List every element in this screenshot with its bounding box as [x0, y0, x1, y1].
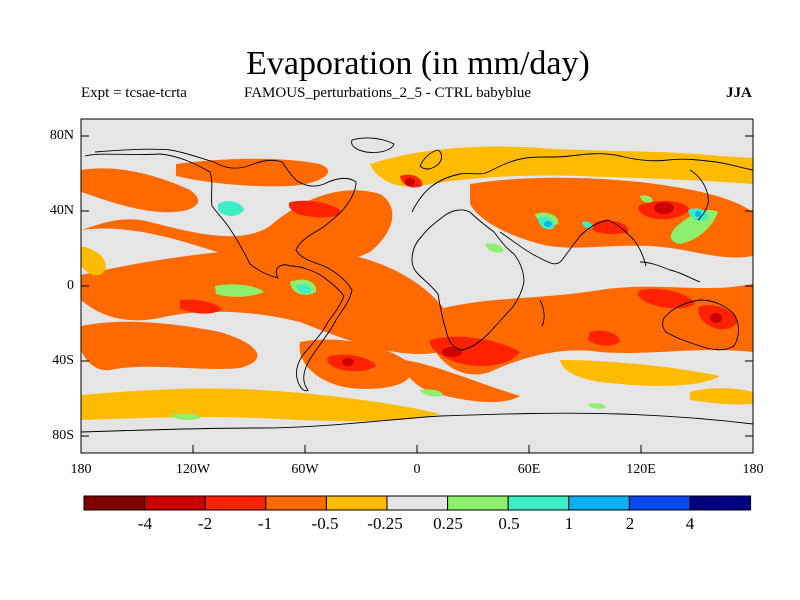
colorbar-swatch [689, 495, 752, 511]
colorbar-swatch [568, 495, 630, 511]
x-axis-ticks [80, 445, 754, 453]
colorbar-swatch [83, 495, 146, 511]
blue-spots [544, 211, 701, 227]
coastlines [81, 137, 753, 433]
colorbar-label: 0.25 [433, 514, 463, 533]
dark-red-spots [342, 178, 722, 366]
colorbar-swatch [265, 495, 327, 511]
colorbar-label: 0.5 [498, 514, 520, 533]
experiment-description: FAMOUS_perturbations_2_5 - CTRL babyblue [244, 85, 532, 101]
season-label: JJA [726, 85, 752, 101]
colorbar-label: 4 [685, 514, 695, 533]
x-tick-label: 60W [291, 462, 319, 477]
colorbar-swatch [507, 495, 570, 511]
colorbar-label: -0.5 [311, 514, 339, 533]
colorbar-label: -0.25 [367, 514, 403, 533]
y-tick-label: 0 [67, 278, 74, 293]
x-tick-label: 60E [517, 462, 541, 477]
colorbar-swatch [325, 495, 388, 511]
y-tick-label: 80S [52, 428, 74, 443]
colorbar-label: -2 [197, 514, 213, 533]
colorbar-swatch [204, 495, 267, 511]
chart-title: Evaporation (in mm/day) [246, 45, 590, 82]
colorbar-label: -1 [257, 514, 273, 533]
colorbar [83, 495, 752, 511]
y-tick-label: 40S [52, 353, 74, 368]
x-tick-label: 0 [413, 462, 421, 477]
colorbar-label: 1 [564, 514, 574, 533]
x-tick-label: 120W [175, 462, 211, 477]
colorbar-swatch [447, 495, 509, 511]
colorbar-swatch [628, 495, 691, 511]
experiment-label: Expt = tcsae-tcrta [81, 85, 187, 101]
y-tick-label: 40N [49, 203, 74, 218]
colorbar-label: 2 [625, 514, 635, 533]
y-tick-label: 80N [49, 128, 74, 143]
yellow-fields [81, 146, 753, 422]
colorbar-label: -4 [137, 514, 153, 533]
y-axis-ticks [81, 135, 753, 437]
x-tick-label: 180 [70, 462, 92, 477]
x-tick-label: 180 [742, 462, 764, 477]
x-tick-label: 120E [626, 462, 656, 477]
colorbar-swatch [144, 495, 206, 511]
map-field [81, 119, 753, 453]
colorbar-swatch [386, 495, 449, 511]
